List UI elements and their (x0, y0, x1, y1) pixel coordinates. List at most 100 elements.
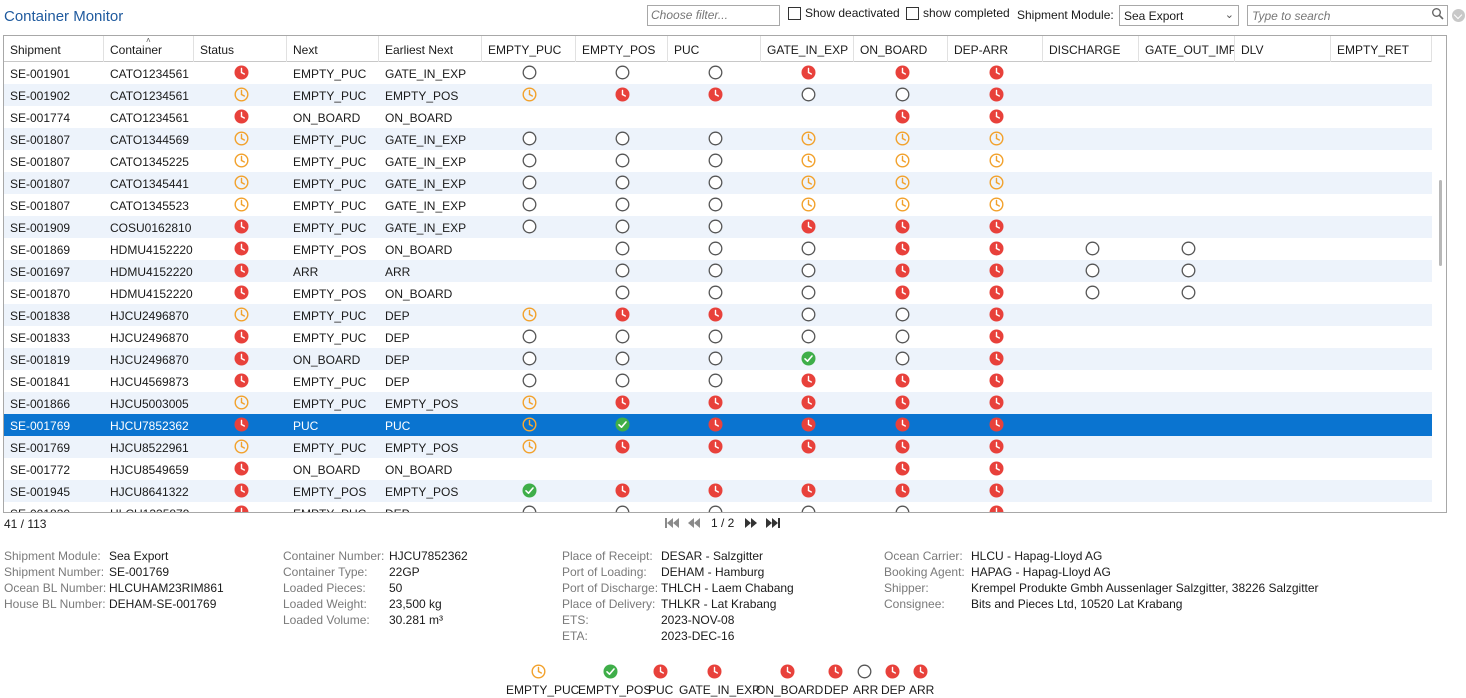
table-row[interactable]: SE-001807 CATO1345441 EMPTY_PUC GATE_IN_EXP (4, 172, 1432, 194)
overdue-clock-icon (989, 329, 1004, 344)
shipment-module-select[interactable]: Sea Export ⌄ (1119, 5, 1239, 26)
cell-next: EMPTY_PUC (293, 309, 367, 323)
detail-label: Ocean BL Number: (4, 581, 107, 595)
table-row[interactable]: SE-001772 HJCU8549659 ON_BOARD ON_BOARD (4, 458, 1432, 480)
table-row[interactable]: SE-001902 CATO1234561 EMPTY_PUC EMPTY_POS (4, 84, 1432, 106)
overdue-clock-icon (989, 395, 1004, 410)
table-row[interactable]: SE-001870 HDMU4152220 EMPTY_POS ON_BOARD (4, 282, 1432, 304)
table-row[interactable]: SE-001807 CATO1345225 EMPTY_PUC GATE_IN_EXP (4, 150, 1432, 172)
table-row[interactable]: SE-001841 HJCU4569873 EMPTY_PUC DEP (4, 370, 1432, 392)
next-page-icon[interactable] (742, 516, 760, 530)
open-circle-icon (708, 505, 723, 512)
cell-next: ON_BOARD (293, 463, 361, 477)
column-header-gate-in-exp[interactable]: GATE_IN_EXP (761, 36, 854, 62)
column-header-gate-out-imp[interactable]: GATE_OUT_IMP (1139, 36, 1235, 62)
detail-label: Port of Loading: (562, 565, 647, 579)
column-header-empty-ret[interactable]: EMPTY_RET (1331, 36, 1432, 62)
column-header-next[interactable]: Next (287, 36, 379, 62)
detail-row: Container Number: HJCU7852362 (283, 549, 468, 565)
cell-container: HJCU2496870 (110, 331, 189, 345)
table-row[interactable]: SE-001833 HJCU2496870 EMPTY_PUC DEP (4, 326, 1432, 348)
search-icon[interactable] (1431, 7, 1445, 21)
pending-clock-icon (521, 417, 537, 432)
search-input[interactable]: Type to search (1247, 5, 1448, 26)
vertical-scrollbar[interactable] (1432, 62, 1446, 512)
detail-value: Sea Export (109, 549, 169, 563)
previous-page-icon[interactable] (685, 516, 703, 530)
done-check-icon (615, 417, 630, 432)
cell-container: CATO1344569 (110, 133, 189, 147)
open-circle-icon (1085, 241, 1100, 256)
cell-next: EMPTY_PUC (293, 331, 367, 345)
table-row[interactable]: SE-001945 HJCU8641322 EMPTY_POS EMPTY_POS (4, 480, 1432, 502)
column-header-dep-arr[interactable]: DEP-ARR (948, 36, 1043, 62)
overdue-clock-icon (234, 483, 249, 498)
cell-earliest: GATE_IN_EXP (385, 177, 467, 191)
chevron-down-icon[interactable]: ⌄ (1224, 9, 1234, 21)
open-circle-icon (1181, 285, 1196, 300)
pending-clock-icon (800, 131, 816, 146)
table-row[interactable]: SE-001769 HJCU7852362 PUC PUC (4, 414, 1432, 436)
last-page-icon[interactable] (764, 516, 782, 530)
column-header-earliest-next[interactable]: Earliest Next (379, 36, 482, 62)
column-header-container[interactable]: Container ˄ (104, 36, 194, 62)
show-completed-checkbox[interactable]: show completed (906, 6, 1010, 20)
table-row[interactable]: SE-001838 HJCU2496870 EMPTY_PUC DEP (4, 304, 1432, 326)
table-row[interactable]: SE-001769 HJCU8522961 EMPTY_PUC EMPTY_POS (4, 436, 1432, 458)
overdue-clock-icon (234, 417, 249, 432)
overdue-clock-icon (615, 439, 630, 454)
cell-next: EMPTY_PUC (287, 502, 379, 512)
show-deactivated-checkbox[interactable]: Show deactivated (788, 6, 900, 20)
overdue-clock-icon (234, 219, 249, 234)
checkbox-box[interactable] (906, 6, 919, 20)
cell-next: EMPTY_PUC (293, 89, 367, 103)
overdue-clock-icon (708, 417, 723, 432)
cell-earliest: GATE_IN_EXP (385, 67, 467, 81)
table-row[interactable]: SE-001807 CATO1344569 EMPTY_PUC GATE_IN_EXP (4, 128, 1432, 150)
pending-clock-icon (521, 439, 537, 454)
detail-value: HLCU - Hapag-Lloyd AG (971, 549, 1103, 563)
column-header-discharge[interactable]: DISCHARGE (1043, 36, 1139, 62)
open-circle-icon (522, 373, 537, 388)
overdue-clock-icon (989, 461, 1004, 476)
open-circle-icon (857, 664, 872, 679)
table-row[interactable]: SE-001697 HDMU4152220 ARR ARR (4, 260, 1432, 282)
overdue-clock-icon (989, 219, 1004, 234)
cell-container: CATO1234561 (110, 89, 189, 103)
column-header-shipment[interactable]: Shipment (4, 36, 104, 62)
table-row[interactable]: SE-001901 CATO1234561 EMPTY_PUC GATE_IN_EXP (4, 62, 1432, 84)
column-header-dlv[interactable]: DLV (1235, 36, 1331, 62)
table-row[interactable]: SE-001774 CATO1234561 ON_BOARD ON_BOARD (4, 106, 1432, 128)
cell-next: PUC (293, 419, 319, 433)
filter-input[interactable]: Choose filter... (647, 5, 780, 26)
table-row[interactable]: SE-001869 HDMU4152220 EMPTY_POS ON_BOARD (4, 238, 1432, 260)
cell-earliest: DEP (385, 309, 410, 323)
expand-icon[interactable] (1452, 9, 1465, 22)
detail-row: ETS: 2023-NOV-08 (562, 613, 734, 629)
column-header-empty-puc[interactable]: EMPTY_PUC (482, 36, 576, 62)
checkbox-box[interactable] (788, 6, 801, 20)
status-legend: EMPTY_PUC EMPTY_POS PUC GATE_IN_EXP ON_BOARD… (0, 663, 1466, 697)
cell-next: ON_BOARD (293, 111, 361, 125)
table-row[interactable]: SE-001819 HJCU2496870 ON_BOARD DEP (4, 348, 1432, 370)
open-circle-icon (801, 505, 816, 512)
table-row[interactable]: SE-001909 COSU0162810 EMPTY_PUC GATE_IN_EXP (4, 216, 1432, 238)
cell-container: COSU0162810 (110, 221, 192, 235)
detail-value: 22GP (389, 565, 420, 579)
scrollbar-thumb[interactable] (1439, 180, 1442, 266)
cell-shipment: SE-001869 (10, 243, 71, 257)
page-indicator: 1 / 2 (711, 516, 735, 530)
column-header-status[interactable]: Status (194, 36, 287, 62)
first-page-icon[interactable] (663, 516, 681, 530)
column-header-empty-pos[interactable]: EMPTY_POS (576, 36, 668, 62)
table-row[interactable]: SE-001807 CATO1345523 EMPTY_PUC GATE_IN_EXP (4, 194, 1432, 216)
column-header-puc[interactable]: PUC (668, 36, 761, 62)
cell-next: EMPTY_PUC (293, 177, 367, 191)
overdue-clock-icon (989, 87, 1004, 102)
overdue-clock-icon (234, 373, 249, 388)
detail-label: Loaded Volume: (283, 613, 370, 627)
column-header-on-board[interactable]: ON_BOARD (854, 36, 948, 62)
cell-earliest: GATE_IN_EXP (385, 155, 467, 169)
table-row[interactable]: SE-001866 HJCU5003005 EMPTY_PUC EMPTY_POS (4, 392, 1432, 414)
